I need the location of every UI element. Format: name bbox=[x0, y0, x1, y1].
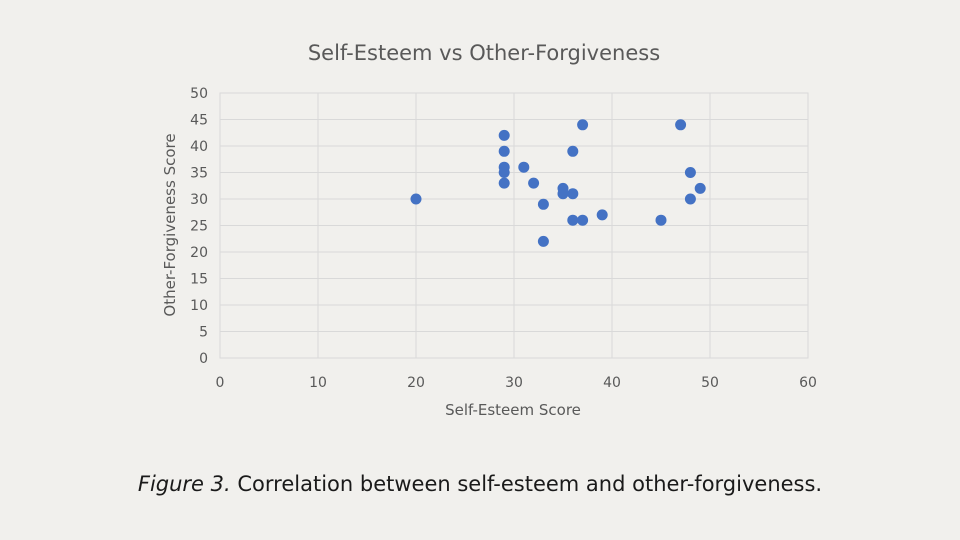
y-tick-label: 45 bbox=[190, 113, 208, 129]
plot-area-border bbox=[219, 92, 809, 359]
scatter-chart: Self-Esteem vs Other-Forgiveness 0 5 10 15 2… bbox=[161, 41, 817, 419]
y-tick-label: 25 bbox=[190, 219, 208, 235]
data-point bbox=[498, 167, 510, 178]
y-tick-label: 50 bbox=[190, 86, 208, 102]
x-tick-label: 50 bbox=[701, 375, 719, 391]
y-tick-label: 0 bbox=[199, 351, 208, 367]
x-tick-label: 10 bbox=[309, 375, 327, 391]
data-point bbox=[675, 119, 687, 131]
data-point bbox=[567, 188, 579, 200]
data-point bbox=[537, 198, 549, 210]
data-point bbox=[596, 209, 608, 221]
y-axis-title: Other-Forgiveness Score bbox=[161, 133, 179, 316]
x-tick-label: 20 bbox=[407, 375, 425, 391]
data-point bbox=[577, 119, 589, 131]
data-point bbox=[577, 214, 589, 226]
y-tick-label: 5 bbox=[199, 325, 208, 341]
data-point bbox=[567, 214, 579, 226]
y-tick-label: 15 bbox=[190, 272, 208, 288]
data-point bbox=[684, 167, 696, 178]
x-axis-title: Self-Esteem Score bbox=[445, 401, 581, 419]
data-point bbox=[567, 145, 579, 157]
data-point bbox=[498, 145, 510, 157]
data-points bbox=[410, 119, 706, 247]
data-point bbox=[518, 161, 530, 173]
figure-caption: Figure 3. Correlation between self-estee… bbox=[0, 472, 960, 496]
caption-text: Correlation between self-esteem and othe… bbox=[237, 472, 823, 496]
data-point bbox=[684, 193, 696, 205]
y-tick-label: 10 bbox=[190, 298, 208, 314]
x-tick-label: 40 bbox=[603, 375, 621, 391]
chart-title: Self-Esteem vs Other-Forgiveness bbox=[308, 41, 660, 65]
tick-labels: 0 5 10 15 20 25 30 35 40 45 50 0 10 20 30 40 50 60 bbox=[190, 86, 817, 391]
data-point bbox=[557, 188, 569, 200]
y-tick-label: 30 bbox=[190, 192, 208, 208]
x-tick-label: 0 bbox=[216, 375, 225, 391]
figure-label: Figure 3. bbox=[137, 472, 231, 496]
data-point bbox=[655, 214, 667, 226]
x-tick-label: 30 bbox=[505, 375, 523, 391]
y-tick-label: 40 bbox=[190, 139, 208, 155]
data-point bbox=[410, 193, 422, 205]
y-tick-label: 35 bbox=[190, 166, 208, 182]
x-tick-label: 60 bbox=[799, 375, 817, 391]
y-tick-label: 20 bbox=[190, 245, 208, 261]
data-point bbox=[528, 177, 540, 189]
data-point bbox=[694, 182, 706, 194]
data-point bbox=[537, 235, 549, 247]
data-point bbox=[498, 177, 510, 189]
grid bbox=[219, 92, 809, 359]
data-point bbox=[498, 129, 510, 141]
